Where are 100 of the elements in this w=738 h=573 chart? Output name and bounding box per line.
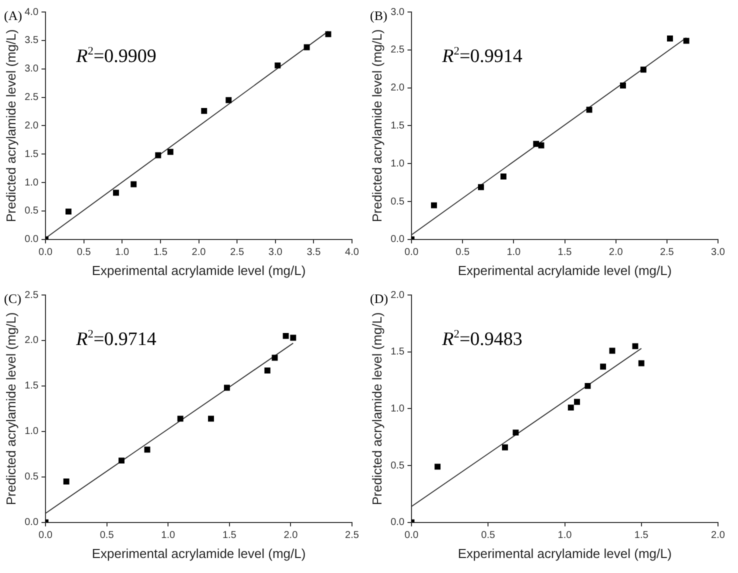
point: [584, 382, 591, 389]
y-tick-label: 2.5: [24, 92, 39, 104]
point: [638, 360, 644, 366]
chart-title: (D): [370, 291, 388, 306]
point: [226, 97, 232, 104]
point: [609, 348, 616, 354]
y-tick-label: 1.0: [390, 403, 405, 414]
point: [512, 430, 519, 436]
y-tick-label: 2.5: [24, 290, 39, 301]
x-tick-label: 0.0: [38, 247, 53, 258]
y-tick-label: 0.5: [24, 472, 39, 483]
y-tick-label: 3.0: [390, 6, 405, 18]
y-tick-label: 2.0: [390, 82, 405, 94]
x-axis-title: Experimental acrylamide level (mg/L): [458, 546, 672, 561]
y-tick-label: 1.0: [24, 426, 39, 438]
point: [325, 31, 332, 38]
x-tick-label: 2.5: [345, 530, 360, 542]
point: [434, 464, 441, 470]
point: [63, 478, 70, 484]
y-tick-label: 0.5: [24, 206, 39, 217]
x-tick-label: 2.0: [192, 247, 206, 258]
x-tick-label: 4.0: [345, 247, 360, 258]
y-tick-label: 1.5: [390, 346, 405, 358]
x-tick-label: 1.5: [222, 530, 237, 542]
point: [155, 152, 162, 158]
point: [177, 416, 184, 422]
y-tick-label: 3.0: [24, 64, 39, 75]
chart-title: (B): [370, 8, 388, 23]
x-tick-label: 0.5: [456, 247, 470, 258]
point: [620, 82, 626, 88]
point: [502, 444, 508, 450]
point: [208, 416, 214, 422]
y-tick-label: 0.5: [390, 460, 405, 472]
point: [130, 181, 137, 188]
point: [431, 202, 437, 208]
point: [600, 364, 606, 370]
point: [144, 446, 150, 453]
point: [667, 36, 673, 42]
x-tick-label: 1.5: [153, 247, 168, 258]
point: [538, 142, 544, 148]
x-tick-label: 2.5: [230, 247, 244, 258]
x-tick-label: 1.0: [161, 530, 176, 542]
point: [478, 184, 484, 190]
y-tick-label: 0.0: [24, 517, 39, 528]
y-tick-label: 1.5: [24, 148, 39, 160]
x-axis-title: Experimental acrylamide level (mg/L): [92, 262, 306, 278]
point: [568, 404, 574, 411]
point: [201, 108, 208, 114]
point: [304, 44, 310, 50]
y-axis-title: Predicted acrylamide level (mg/L): [369, 29, 384, 222]
point: [500, 174, 506, 180]
x-tick-label: 3.0: [268, 247, 283, 258]
y-tick-label: 1.0: [390, 158, 405, 170]
x-tick-label: 1.5: [558, 247, 572, 258]
point: [167, 148, 174, 155]
point: [118, 458, 124, 464]
x-tick-label: 3.5: [306, 247, 322, 258]
y-tick-label: 1.0: [24, 177, 39, 188]
x-tick-label: 0.0: [404, 530, 419, 542]
x-axis-title: Experimental acrylamide level (mg/L): [92, 546, 306, 561]
y-tick-label: 0.5: [390, 196, 405, 208]
y-tick-label: 0.0: [390, 517, 405, 528]
x-tick-label: 2.5: [660, 247, 674, 258]
x-tick-label: 1.0: [115, 247, 130, 258]
point: [66, 208, 72, 215]
y-tick-label: 0.0: [24, 234, 39, 246]
x-tick-label: 0.0: [404, 247, 419, 258]
y-tick-label: 4.0: [24, 6, 39, 18]
y-axis-title: Predicted acrylamide level (mg/L): [369, 312, 384, 506]
point: [282, 332, 289, 339]
y-tick-label: 1.5: [24, 380, 39, 392]
x-tick-label: 1.0: [558, 530, 572, 542]
x-tick-label: 0.0: [38, 530, 53, 542]
chart-title: (C): [4, 291, 22, 306]
point: [632, 343, 638, 350]
point: [640, 66, 646, 73]
x-tick-label: 0.5: [481, 530, 496, 542]
x-tick-label: 3.0: [711, 247, 726, 258]
y-axis-title: Predicted acrylamide level (mg/L): [3, 312, 18, 506]
x-tick-label: 1.0: [506, 247, 522, 258]
point: [224, 384, 230, 391]
y-tick-label: 2.5: [390, 44, 405, 56]
y-tick-label: 2.0: [390, 290, 405, 301]
point: [290, 334, 296, 341]
point: [113, 190, 119, 196]
y-axis-title: Predicted acrylamide level (mg/L): [3, 29, 18, 222]
point: [274, 62, 281, 68]
y-tick-label: 3.5: [24, 35, 39, 46]
x-tick-label: 0.5: [100, 530, 114, 542]
y-tick-label: 2.0: [24, 120, 39, 132]
y-tick-label: 0.0: [390, 234, 405, 246]
y-tick-label: 1.5: [390, 120, 405, 132]
x-tick-label: 2.0: [608, 247, 624, 258]
point: [264, 368, 270, 374]
point: [574, 398, 580, 405]
y-tick-label: 2.0: [24, 335, 39, 346]
point: [533, 140, 540, 147]
x-tick-label: 1.5: [634, 530, 649, 542]
x-tick-label: 2.0: [711, 530, 726, 542]
x-axis-title: Experimental acrylamide level (mg/L): [458, 262, 672, 278]
